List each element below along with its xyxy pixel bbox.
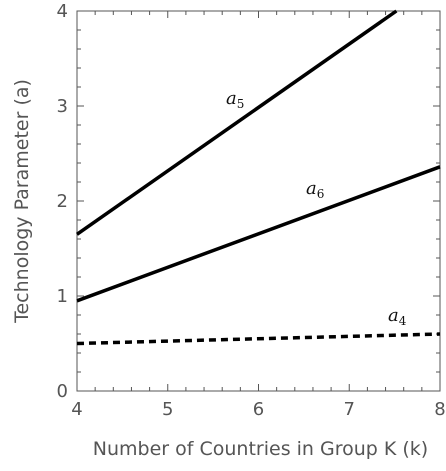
data-series <box>75 9 441 346</box>
series-labels: a5 a6 a4 <box>226 88 407 328</box>
y-tick-label: 0 <box>57 381 68 402</box>
x-tick-label: 6 <box>253 399 264 420</box>
y-tick-label: 4 <box>57 1 68 22</box>
series-line-a6 <box>76 165 441 303</box>
y-tick-label: 1 <box>57 286 68 307</box>
series-line-a4 <box>76 332 441 346</box>
plot-frame <box>76 10 441 392</box>
y-axis-title: Technology Parameter (a) <box>11 79 33 324</box>
x-tick-label: 4 <box>71 399 82 420</box>
x-tick-label: 5 <box>162 399 173 420</box>
axis-ticks: 4 5 6 7 8 0 1 2 3 4 <box>57 1 446 420</box>
series-label-a6: a6 <box>306 178 324 201</box>
x-tick-label: 7 <box>344 399 355 420</box>
x-axis-title: Number of Countries in Group K (k) <box>93 438 428 460</box>
series-line-a5 <box>75 9 398 236</box>
y-tick-label: 2 <box>57 191 68 212</box>
x-tick-label: 8 <box>434 399 445 420</box>
series-label-a4: a4 <box>388 305 407 328</box>
series-label-a5: a5 <box>226 88 244 111</box>
y-tick-label: 3 <box>57 96 68 117</box>
plot-border <box>76 10 441 392</box>
